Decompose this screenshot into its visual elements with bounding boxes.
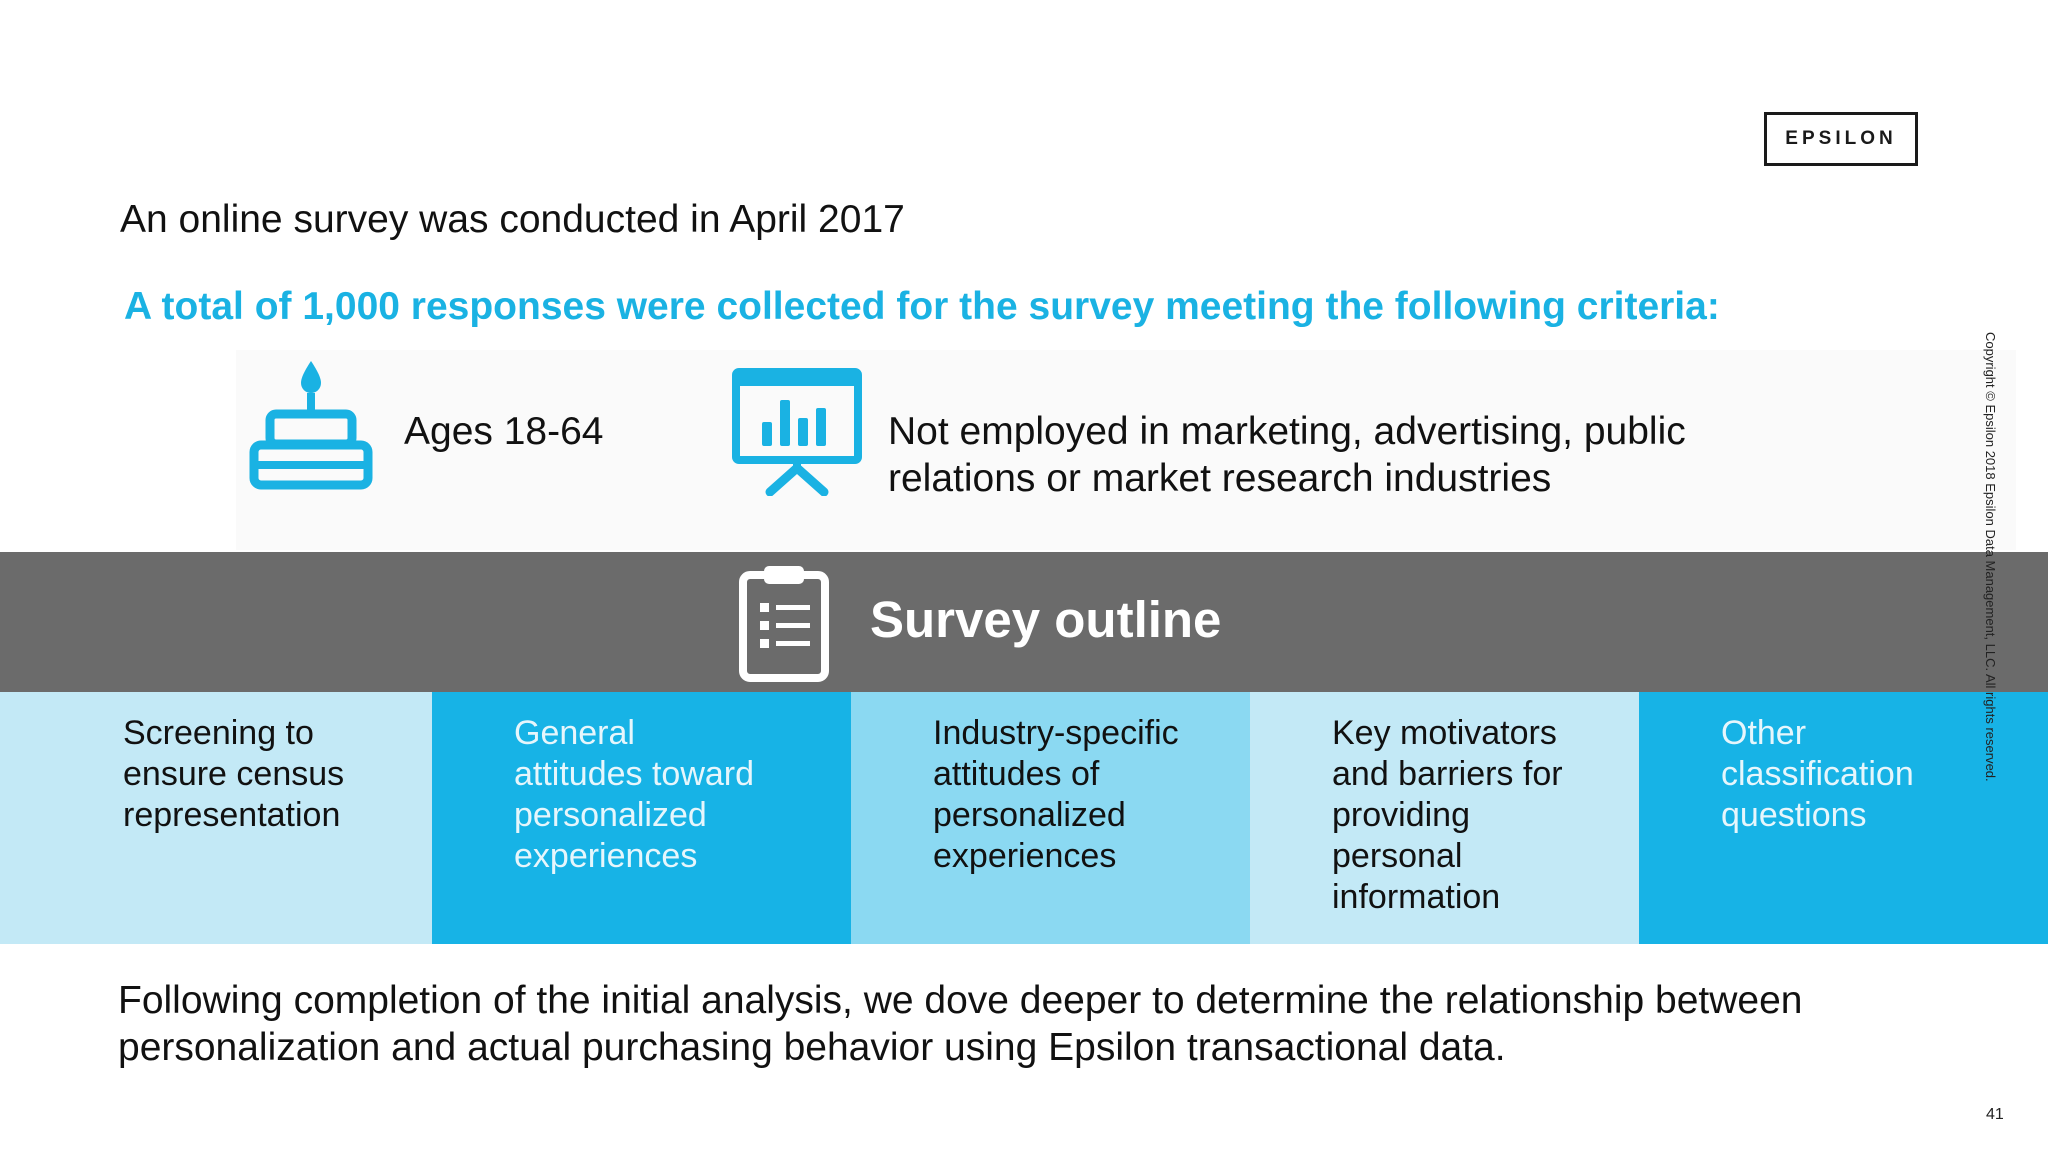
survey-outline-bar	[0, 552, 2048, 692]
intro-text: An online survey was conducted in April …	[120, 198, 905, 241]
outline-column-classification: Other classification questions	[1639, 692, 2048, 944]
outline-column-text: General attitudes toward personalized ex…	[514, 714, 755, 875]
criteria-employment-text: Not employed in marketing, advertising, …	[888, 410, 1686, 500]
outline-column-text: Other classification questions	[1721, 714, 1914, 834]
birthday-cake-icon	[248, 357, 374, 498]
presentation-chart-icon	[732, 368, 862, 501]
criteria-band	[236, 350, 2016, 550]
outline-column-general-attitudes: General attitudes toward personalized ex…	[432, 692, 851, 944]
outline-column-text: Key motivators and barriers for providin…	[1332, 714, 1563, 916]
outline-column-text: Screening to ensure census representatio…	[123, 714, 345, 834]
clipboard-list-icon	[738, 563, 830, 688]
outline-column-industry-attitudes: Industry-specific attitudes of personali…	[851, 692, 1250, 944]
criteria-age-text: Ages 18-64	[404, 410, 604, 453]
copyright-notice: Copyright © Epsilon 2018 Epsilon Data Ma…	[1983, 332, 1998, 782]
outline-column-text: Industry-specific attitudes of personali…	[933, 714, 1179, 875]
epsilon-logo: EPSILON	[1764, 112, 1918, 166]
outline-column-motivators: Key motivators and barriers for providin…	[1250, 692, 1639, 944]
criteria-heading: A total of 1,000 responses were collecte…	[124, 285, 1720, 328]
outline-column-screening: Screening to ensure census representatio…	[0, 692, 432, 944]
survey-outline-title: Survey outline	[870, 591, 1222, 648]
closing-text: Following completion of the initial anal…	[118, 979, 1803, 1069]
page-number: 41	[1986, 1106, 2004, 1123]
